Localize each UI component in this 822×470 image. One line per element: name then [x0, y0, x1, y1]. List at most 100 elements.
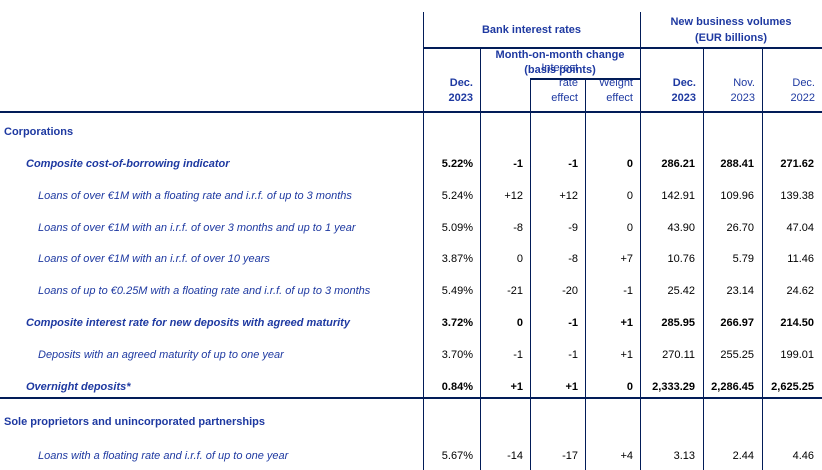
volume-nov-2023-cell: 5.79: [732, 253, 754, 266]
col-header-text: 2022: [790, 92, 815, 104]
weight-effect-cell: 0: [626, 221, 633, 234]
mom-change-cell: -21: [507, 285, 523, 298]
mom-change-cell: -1: [513, 349, 523, 361]
volume-nov-2023-cell: 26.70: [726, 221, 754, 234]
col-header-text: Nov.: [733, 77, 755, 89]
rate-cell: 5.67%: [441, 450, 473, 462]
col-header-text: Dec.: [449, 77, 473, 89]
rate-cell: 3.70%: [441, 349, 473, 361]
volume-dec-2023-cell: 3.13: [673, 450, 695, 462]
col-header-rate-effect: Interest rate effect: [530, 62, 585, 109]
volume-dec-2022-cell: 214.50: [780, 317, 814, 330]
row-label: Overnight deposits*: [26, 380, 131, 393]
month-on-month-change-line2: (basis points): [524, 64, 596, 76]
divider: [762, 47, 764, 470]
weight-effect-cell: 0: [626, 189, 633, 202]
weight-effect-cell: +4: [620, 450, 633, 462]
volume-dec-2023-cell: 10.76: [667, 253, 695, 266]
col-header-volume-dec-2023: Dec. 2023: [640, 77, 703, 109]
rate-effect-cell: -20: [562, 285, 578, 298]
col-header-weight-effect: Weight effect: [585, 77, 640, 109]
col-header-text: 2023: [671, 92, 696, 104]
rate-cell: 3.72%: [441, 317, 473, 330]
divider: [703, 47, 705, 470]
rate-cell: 3.87%: [441, 253, 473, 266]
table-row: Corporations: [0, 111, 822, 143]
table-row: Deposits with an agreed maturity of up t…: [0, 334, 822, 366]
volume-dec-2023-cell: 142.91: [661, 189, 695, 202]
row-label: Loans of over €1M with an i.r.f. of over…: [38, 221, 356, 234]
row-label: Loans of over €1M with an i.r.f. of over…: [38, 253, 270, 266]
row-label: Deposits with an agreed maturity of up t…: [38, 349, 284, 361]
volume-dec-2023-cell: 286.21: [661, 157, 695, 170]
corporations-section: Corporations Composite cost-of-borrowing …: [0, 111, 822, 398]
mom-change-cell: -1: [513, 157, 523, 170]
rate-effect-cell: -1: [568, 157, 578, 170]
table-row: Loans of over €1M with a floating rate a…: [0, 175, 822, 207]
row-label: Sole proprietors and unincorporated part…: [4, 416, 265, 428]
volume-nov-2023-cell: 109.96: [720, 189, 754, 202]
divider: [0, 397, 822, 399]
rate-effect-cell: +12: [559, 189, 578, 202]
divider: [423, 12, 425, 470]
col-header-text: Dec.: [672, 77, 696, 89]
weight-effect-cell: +1: [620, 317, 633, 330]
table-row: Overnight deposits* 0.84% +1 +1 0 2,333.29 2,2…: [0, 366, 822, 398]
volume-dec-2023-cell: 25.42: [667, 285, 695, 298]
volume-dec-2022-cell: 2,625.25: [771, 380, 814, 393]
weight-effect-cell: 0: [626, 157, 633, 170]
divider: [423, 47, 822, 49]
table-row: Composite interest rate for new deposits…: [0, 302, 822, 334]
table-row: Loans of over €1M with an i.r.f. of over…: [0, 207, 822, 239]
divider: [640, 12, 642, 470]
volume-dec-2022-cell: 47.04: [786, 221, 814, 234]
weight-effect-cell: 0: [626, 380, 633, 393]
table-row: Composite cost-of-borrowing indicator 5.2…: [0, 143, 822, 175]
volume-nov-2023-cell: 23.14: [726, 285, 754, 298]
mom-change-cell: 0: [516, 317, 523, 330]
rate-cell: 5.49%: [441, 285, 473, 298]
col-header-text: 2023: [730, 92, 755, 104]
col-header-volume-nov-2023: Nov. 2023: [703, 77, 762, 109]
row-label: Loans of up to €0.25M with a floating ra…: [38, 285, 371, 298]
divider: [530, 78, 532, 470]
volume-dec-2022-cell: 271.62: [780, 157, 814, 170]
rate-effect-cell: -9: [568, 221, 578, 234]
volume-dec-2023-cell: 270.11: [662, 349, 695, 361]
bank-interest-rates-title: Bank interest rates: [481, 23, 582, 36]
volume-nov-2023-cell: 255.25: [720, 349, 754, 361]
row-label: Loans with a floating rate and i.r.f. of…: [38, 450, 289, 462]
col-header-text: effect: [606, 92, 633, 104]
volume-dec-2022-cell: 199.01: [780, 349, 814, 361]
col-header-text: Interest: [541, 62, 578, 74]
col-header-text: Dec.: [792, 77, 815, 89]
col-header-text: 2023: [448, 92, 473, 104]
weight-effect-cell: +1: [620, 349, 633, 361]
weight-effect-cell: -1: [623, 285, 633, 298]
weight-effect-cell: +7: [620, 253, 633, 266]
row-label: Loans of over €1M with a floating rate a…: [38, 189, 352, 202]
month-on-month-change-line1: Month-on-month change: [495, 49, 625, 61]
mom-change-cell: +12: [504, 189, 523, 202]
volume-nov-2023-cell: 2.44: [732, 450, 754, 462]
volume-dec-2022-cell: 11.46: [787, 253, 814, 266]
new-business-volumes-title-line1: New business volumes: [670, 15, 792, 28]
volume-dec-2023-cell: 43.90: [667, 221, 695, 234]
row-label: Composite cost-of-borrowing indicator: [26, 157, 230, 170]
col-header-rate-dec-2023: Dec. 2023: [423, 77, 480, 109]
row-label: Composite interest rate for new deposits…: [26, 317, 350, 330]
rate-cell: 5.24%: [441, 189, 473, 202]
divider: [585, 78, 587, 470]
rate-effect-cell: -17: [562, 450, 578, 462]
col-header-text: rate effect: [551, 77, 578, 104]
mom-change-cell: +1: [510, 380, 523, 393]
volume-dec-2022-cell: 24.62: [786, 285, 814, 298]
rate-cell: 5.09%: [441, 221, 473, 234]
bank-interest-rates-header: Bank interest rates: [423, 12, 640, 47]
divider: [530, 78, 640, 80]
mom-change-cell: -8: [513, 221, 523, 234]
table-row: Sole proprietors and unincorporated part…: [0, 399, 822, 433]
mom-change-cell: 0: [516, 253, 523, 266]
table-row: Loans of over €1M with an i.r.f. of over…: [0, 239, 822, 271]
